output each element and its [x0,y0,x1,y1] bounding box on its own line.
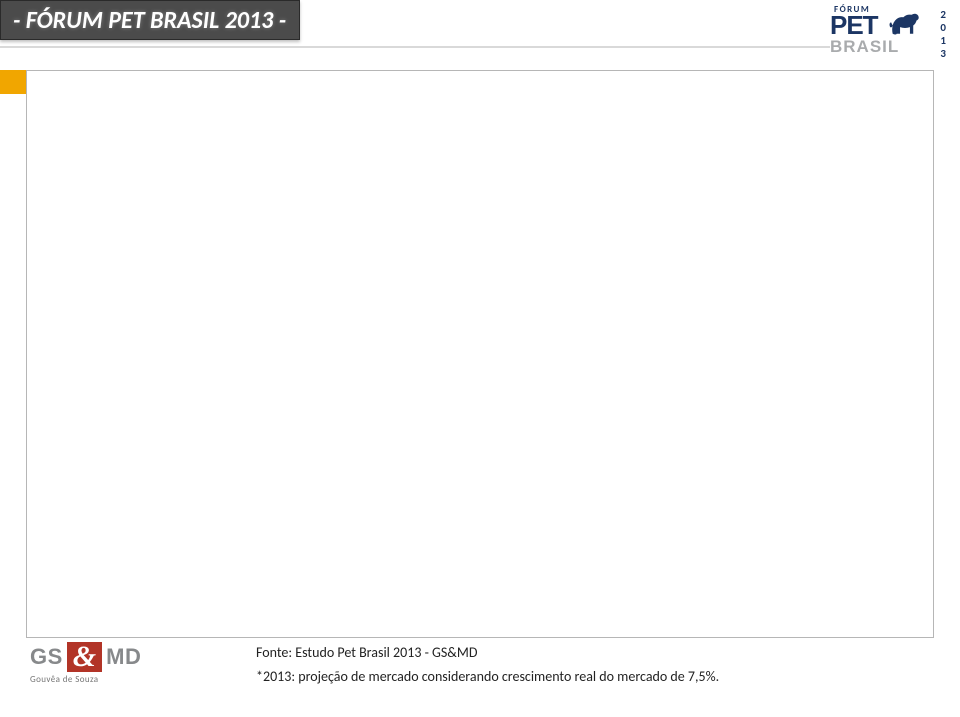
logo-year-digit: 1 [940,34,946,47]
chart-footnote: *2013: projeção de mercado considerando … [256,668,719,685]
chart-frame [26,70,934,638]
gsmd-right: MD [106,644,141,670]
gsmd-sub: Gouvêa de Souza [30,674,180,685]
logo-year-digit: 2 [940,8,946,21]
gsmd-logo-row: GS & MD [30,642,180,672]
header-strip: - FÓRUM PET BRASIL 2013 - [0,0,300,40]
page-title: - FÓRUM PET BRASIL 2013 - [13,6,286,35]
dog-silhouette-icon [888,9,922,37]
logo-year-digit: 0 [940,21,946,34]
gsmd-ampersand: & [67,642,102,672]
logo-year: 2 0 1 3 [940,8,946,60]
forum-pet-brasil-logo: FÓRUM PET BRASIL 2 0 1 3 [826,4,946,62]
logo-brasil-text: BRASIL [830,37,899,57]
slide: - FÓRUM PET BRASIL 2013 - FÓRUM PET BRAS… [0,0,960,717]
header-rule [0,46,830,48]
gsmd-logo: GS & MD Gouvêa de Souza [30,642,180,685]
logo-year-digit: 3 [940,47,946,60]
chart-source: Fonte: Estudo Pet Brasil 2013 - GS&MD [256,644,477,661]
gsmd-left: GS [30,644,63,670]
